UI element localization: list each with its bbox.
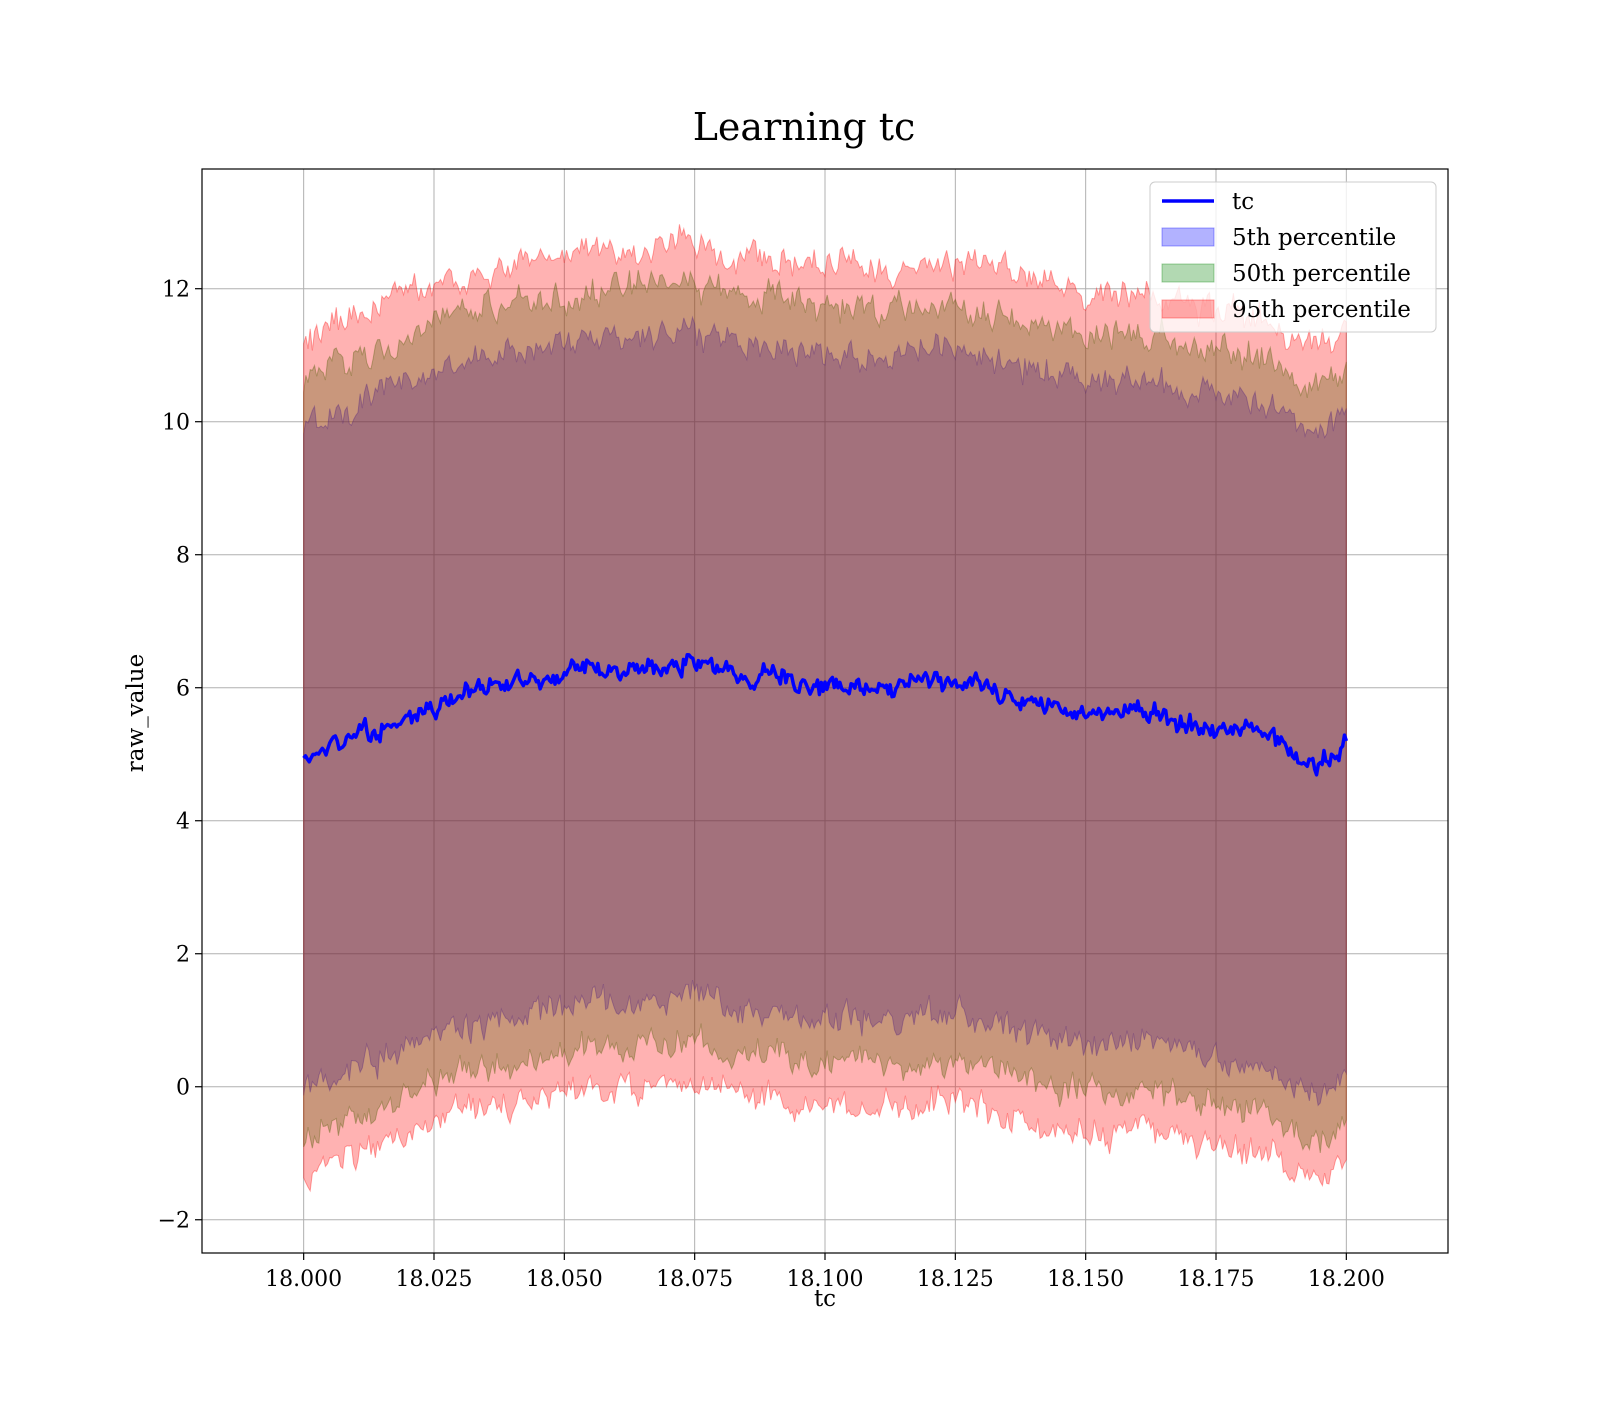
y-tick-label: 8 [176, 544, 190, 569]
x-axis-ticks: 18.000 18.025 18.050 18.075 18.100 18.125 18.1… [265, 1253, 1385, 1292]
legend-label: tc [1232, 189, 1254, 215]
x-tick-label: 18.050 [526, 1267, 603, 1292]
legend-swatch-95th-percentile [1161, 299, 1215, 319]
y-axis-ticks: −2 0 2 4 6 8 10 12 [158, 278, 202, 1234]
legend-frame [1149, 181, 1437, 333]
legend-swatch-5th-percentile [1161, 227, 1215, 247]
band-95th-percentile [303, 224, 1347, 1193]
y-tick-label: 12 [162, 278, 190, 303]
y-tick-label: 10 [162, 411, 190, 436]
y-tick-label: 6 [176, 677, 190, 702]
y-tick-label: −2 [158, 1209, 190, 1234]
legend-label: 50th percentile [1232, 261, 1411, 287]
band-5th-percentile [303, 315, 1347, 1107]
x-tick-label: 18.025 [396, 1267, 473, 1292]
x-axis-label: tc [814, 1286, 836, 1312]
x-tick-label: 18.125 [917, 1267, 994, 1292]
x-tick-label: 18.175 [1178, 1267, 1255, 1292]
x-tick-label: 18.100 [787, 1267, 864, 1292]
x-tick-label: 18.000 [265, 1267, 342, 1292]
y-axis-label: raw_value [123, 654, 149, 772]
chart-title: Learning tc [693, 105, 916, 149]
legend-label: 95th percentile [1232, 297, 1411, 323]
x-tick-label: 18.200 [1308, 1267, 1385, 1292]
legend-label: 5th percentile [1232, 225, 1396, 251]
legend-swatch-50th-percentile [1161, 263, 1215, 283]
y-tick-label: 4 [176, 810, 190, 835]
y-tick-label: 2 [176, 943, 190, 968]
series-lines [302, 653, 1349, 777]
series-line-tc [302, 653, 1349, 777]
legend: tc 5th percentile 50th percentile 95th perc… [1149, 181, 1437, 333]
x-tick-label: 18.150 [1047, 1267, 1124, 1292]
y-tick-label: 0 [176, 1076, 190, 1101]
band-50th-percentile [303, 269, 1347, 1153]
percentile-bands [303, 224, 1347, 1193]
x-tick-label: 18.075 [656, 1267, 733, 1292]
